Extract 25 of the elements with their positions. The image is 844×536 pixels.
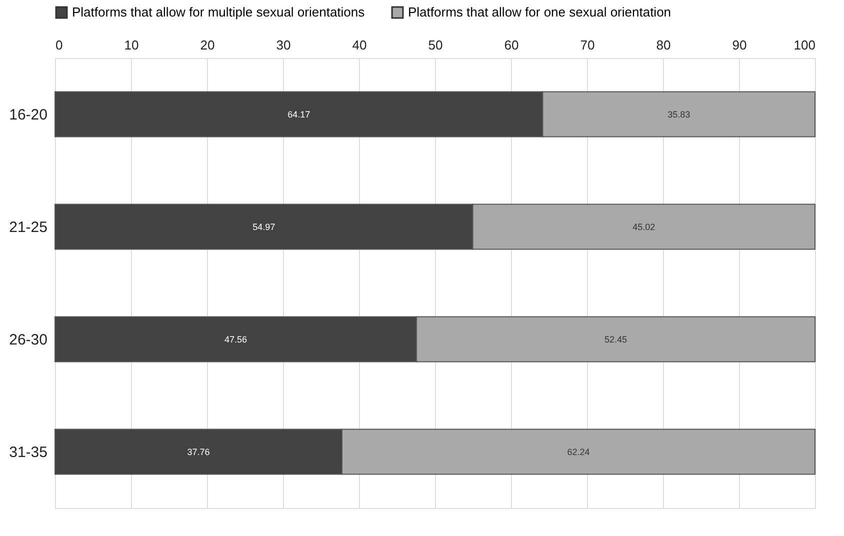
x-tick-label: 90	[732, 38, 747, 52]
data-label: 35.83	[668, 109, 690, 120]
x-tick-label: 0	[56, 38, 63, 52]
x-tick-label: 80	[656, 38, 671, 52]
data-label: 37.76	[187, 446, 210, 457]
x-tick-label: 100	[794, 38, 816, 52]
legend-label: Platforms that allow for one sexual orientation	[408, 4, 672, 20]
y-tick-label: 21-25	[9, 218, 48, 236]
x-tick-label: 70	[580, 38, 595, 52]
legend-label: Platforms that allow for multiple sexual orientations	[72, 4, 366, 20]
x-tick-label: 10	[124, 38, 139, 52]
x-tick-label: 20	[200, 38, 215, 52]
y-tick-label: 31-35	[9, 444, 48, 461]
x-tick-label: 60	[504, 38, 519, 52]
y-tick-label: 16-20	[9, 106, 48, 124]
data-label: 47.56	[224, 334, 247, 344]
data-label: 64.17	[288, 109, 310, 120]
data-label: 62.24	[567, 446, 590, 457]
x-tick-label: 30	[276, 38, 291, 52]
x-tick-label: 40	[352, 38, 367, 52]
data-label: 52.45	[604, 334, 628, 344]
data-label: 54.97	[252, 222, 276, 232]
x-tick-label: 50	[428, 38, 443, 52]
data-label: 45.02	[632, 222, 656, 232]
y-tick-label: 26-30	[9, 331, 48, 348]
